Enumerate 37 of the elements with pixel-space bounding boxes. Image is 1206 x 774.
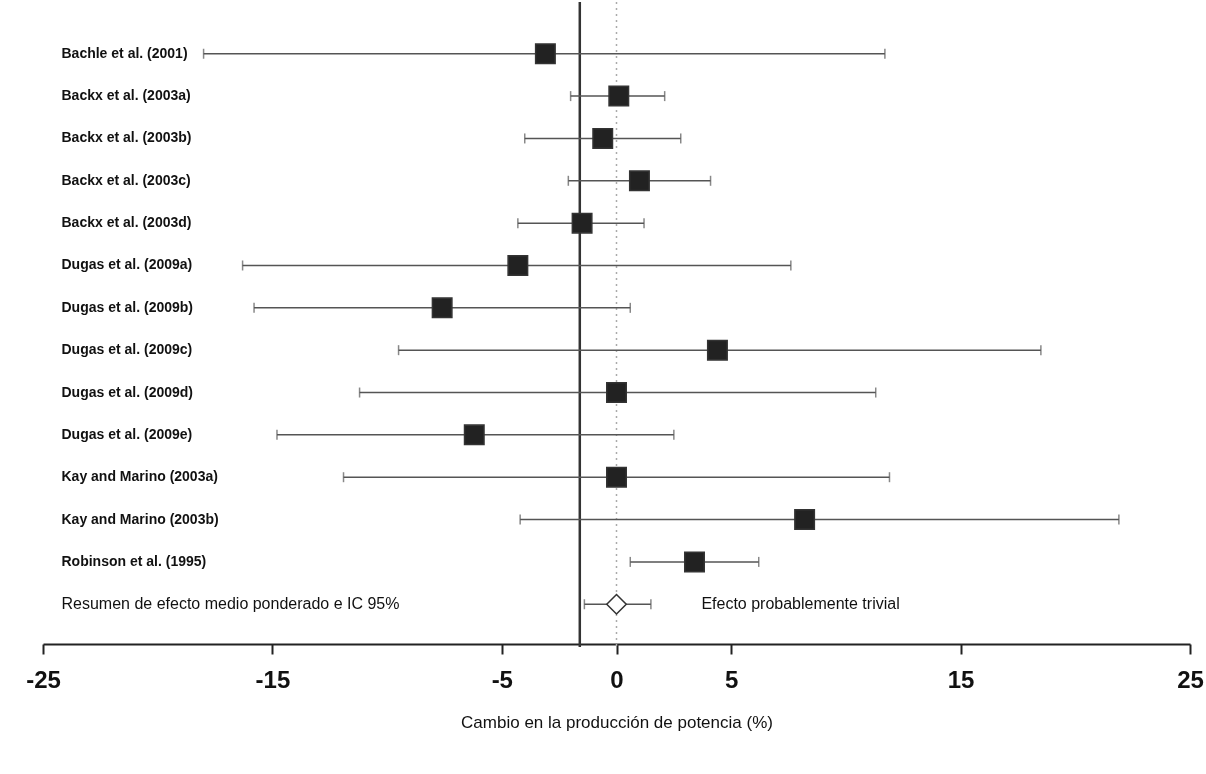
annotation: Efecto probablemente trivial [701, 595, 900, 613]
point [606, 382, 627, 404]
point [507, 254, 529, 276]
x-tick-label: -25 [26, 665, 61, 693]
x-tick-label: 5 [725, 665, 739, 693]
x-axis-title: Cambio en la producción de potencia (%) [461, 712, 773, 732]
x-tick-label: 0 [610, 665, 624, 693]
y-tick-label: Dugas et al. (2009e) [61, 425, 193, 442]
point [606, 466, 627, 488]
y-tick-label: Dugas et al. (2009d) [61, 383, 193, 400]
y-tick-label: Dugas et al. (2009b) [61, 298, 193, 315]
point [463, 424, 485, 446]
y-tick-label: Kay and Marino (2003b) [61, 510, 219, 527]
y-tick-label: Backx et al. (2003d) [61, 214, 192, 231]
point [606, 593, 627, 615]
point [431, 297, 453, 319]
x-tick-label: -15 [255, 665, 291, 693]
y-tick-label: Robinson et al. (1995) [61, 552, 207, 569]
y-tick-label: Bachle et al. (2001) [61, 44, 188, 61]
x-tick-label: 15 [947, 665, 975, 693]
y-tick-label: Resumen de efecto medio ponderado e IC 95% [61, 595, 400, 613]
y-tick-label: Dugas et al. (2009a) [61, 256, 193, 273]
point [608, 85, 630, 107]
point [684, 551, 705, 573]
point [571, 212, 593, 234]
y-tick-label: Dugas et al. (2009c) [61, 341, 193, 358]
point [706, 339, 728, 361]
x-tick-label: 25 [1177, 665, 1204, 693]
x-tick-label: -5 [491, 665, 513, 693]
point [794, 509, 816, 531]
y-tick-label: Backx et al. (2003b) [61, 129, 192, 146]
point [592, 127, 614, 149]
y-tick-label: Backx et al. (2003c) [61, 171, 191, 188]
y-tick-label: Backx et al. (2003a) [61, 87, 191, 104]
point [534, 43, 556, 65]
point [628, 170, 650, 192]
y-tick-label: Kay and Marino (2003a) [61, 468, 218, 485]
